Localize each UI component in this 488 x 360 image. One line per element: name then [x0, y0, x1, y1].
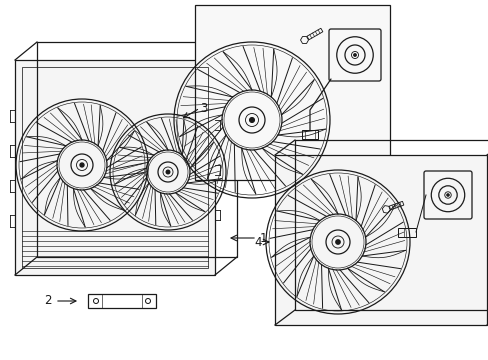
Circle shape [249, 118, 254, 122]
Text: 4: 4 [254, 235, 262, 248]
Polygon shape [274, 155, 486, 325]
Circle shape [80, 163, 84, 167]
Circle shape [446, 194, 448, 196]
Circle shape [353, 54, 355, 56]
Text: 1: 1 [260, 231, 267, 244]
Bar [195, 5, 389, 180]
Polygon shape [15, 60, 215, 275]
Circle shape [166, 170, 169, 174]
Circle shape [335, 240, 340, 244]
Bar [88, 294, 156, 308]
Text: 3: 3 [200, 102, 207, 114]
Text: 2: 2 [44, 294, 52, 307]
Bar [397, 228, 415, 237]
Bar [302, 130, 317, 139]
